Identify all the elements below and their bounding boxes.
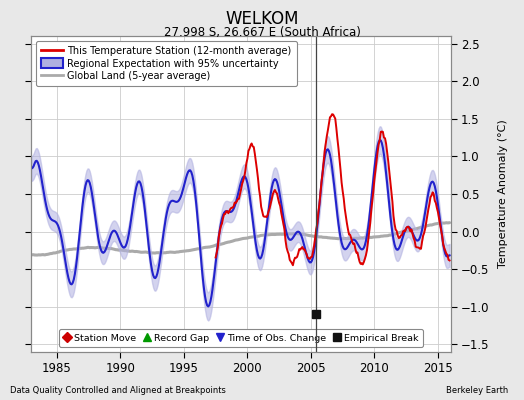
Text: Berkeley Earth: Berkeley Earth bbox=[446, 386, 508, 395]
Legend: Station Move, Record Gap, Time of Obs. Change, Empirical Break: Station Move, Record Gap, Time of Obs. C… bbox=[59, 329, 423, 347]
Text: Data Quality Controlled and Aligned at Breakpoints: Data Quality Controlled and Aligned at B… bbox=[10, 386, 226, 395]
Y-axis label: Temperature Anomaly (°C): Temperature Anomaly (°C) bbox=[498, 120, 508, 268]
Text: 27.998 S, 26.667 E (South Africa): 27.998 S, 26.667 E (South Africa) bbox=[163, 26, 361, 39]
Text: WELKOM: WELKOM bbox=[225, 10, 299, 28]
